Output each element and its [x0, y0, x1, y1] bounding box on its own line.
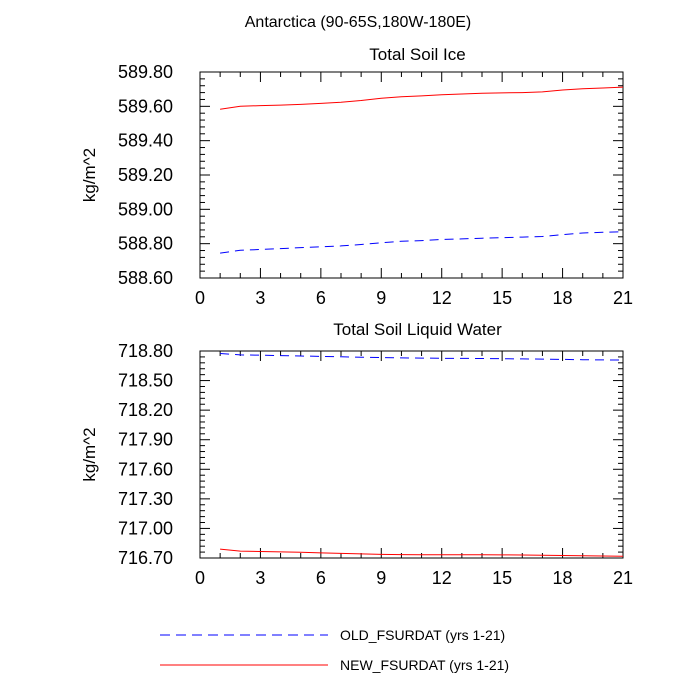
chart-panel-1: Total Soil Ice kg/m^2 0 3 6 9 12 15 18 21 588.60 58…	[80, 45, 633, 308]
x-tick-label: 3	[255, 288, 265, 308]
x-tick-label: 9	[376, 568, 386, 588]
x-tick-label: 12	[432, 568, 452, 588]
x-tick-label: 9	[376, 288, 386, 308]
y-tick-label: 718.80	[118, 341, 173, 361]
chart-title: Total Soil Liquid Water	[333, 320, 502, 339]
y-tick-label: 589.00	[118, 199, 173, 219]
figure-title: Antarctica (90-65S,180W-180E)	[245, 14, 471, 31]
x-tick-label: 18	[553, 288, 573, 308]
y-tick-label: 717.00	[118, 518, 173, 538]
x-tick-label: 18	[553, 568, 573, 588]
y-tick-label: 717.90	[118, 430, 173, 450]
x-tick-label: 6	[316, 288, 326, 308]
plot-frame	[199, 71, 624, 279]
y-tick-label: 718.50	[118, 371, 173, 391]
x-tick-label: 15	[492, 568, 512, 588]
x-tick-label: 0	[195, 568, 205, 588]
y-tick-label: 589.60	[118, 96, 173, 116]
y-axis-label: kg/m^2	[80, 148, 99, 202]
y-tick-label: 588.80	[118, 234, 173, 254]
y-tick-label: 717.60	[118, 459, 173, 479]
series-line-new-fsurdat	[220, 86, 624, 110]
x-tick-label: 6	[316, 568, 326, 588]
x-tick-label: 12	[432, 288, 452, 308]
x-tick-label: 15	[492, 288, 512, 308]
series-line-new-fsurdat	[220, 548, 624, 557]
x-tick-label: 21	[613, 288, 633, 308]
y-axis-label: kg/m^2	[80, 427, 99, 481]
chart-title: Total Soil Ice	[369, 45, 465, 64]
y-tick-label: 716.70	[118, 548, 173, 568]
legend-label-new: NEW_FSURDAT (yrs 1-21)	[340, 657, 509, 673]
y-tick-label: 718.20	[118, 400, 173, 420]
chart-panels: Total Soil Ice kg/m^2 0 3 6 9 12 15 18 21 588.60 58…	[80, 45, 633, 588]
y-tick-label: 589.80	[118, 62, 173, 82]
chart-panel-2: Total Soil Liquid Water kg/m^2 0 3 6 9 12 15 18 2…	[80, 320, 633, 588]
legend-label-old: OLD_FSURDAT (yrs 1-21)	[340, 627, 505, 643]
x-tick-label: 0	[195, 288, 205, 308]
x-tick-label: 21	[613, 568, 633, 588]
plot-frame	[199, 350, 624, 559]
y-tick-label: 589.20	[118, 165, 173, 185]
y-tick-label: 717.30	[118, 489, 173, 509]
x-tick-label: 3	[255, 568, 265, 588]
series-line-old-fsurdat	[220, 231, 624, 254]
series-line-old-fsurdat	[220, 353, 624, 361]
y-tick-label: 588.60	[118, 268, 173, 288]
legend: OLD_FSURDAT (yrs 1-21) NEW_FSURDAT (yrs …	[160, 627, 509, 673]
y-tick-label: 589.40	[118, 131, 173, 151]
